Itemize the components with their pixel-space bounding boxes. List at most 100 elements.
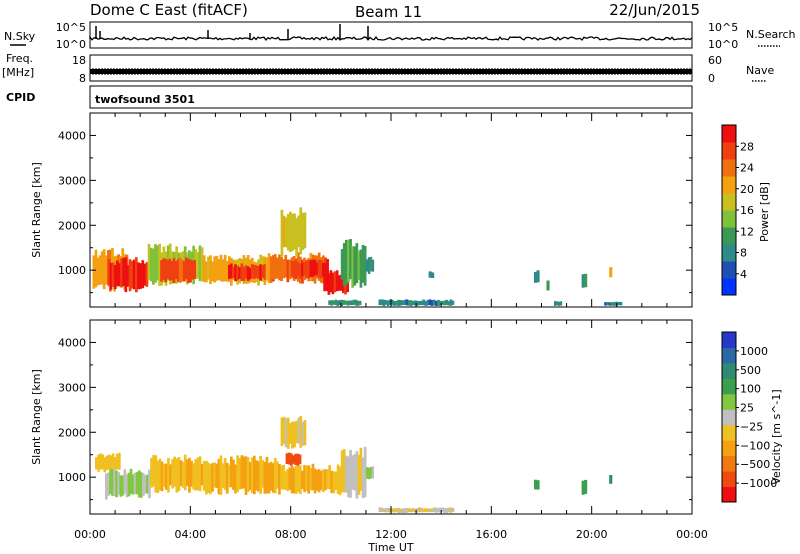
velocity-cell	[121, 475, 125, 496]
power-cell	[221, 259, 225, 282]
power-cell	[397, 299, 400, 306]
power-cell	[228, 264, 231, 280]
velocity-cell	[303, 465, 306, 493]
velocity-cell	[181, 461, 185, 488]
power-cell	[113, 265, 117, 290]
velocity-cell	[424, 508, 428, 513]
velocity-cell	[432, 507, 436, 513]
velocity-cell	[369, 467, 373, 479]
power-cell	[617, 301, 621, 306]
power-cell	[94, 249, 98, 288]
power-cell	[353, 246, 357, 286]
power-cell	[172, 258, 176, 283]
power-cell	[215, 255, 219, 281]
power-cell	[334, 299, 337, 305]
velocity-cell	[236, 455, 239, 492]
velocity-cell	[192, 463, 195, 490]
velocity-cell	[305, 465, 308, 491]
power-cell	[420, 300, 423, 306]
velocity-cell	[118, 452, 121, 470]
power-cell	[294, 259, 298, 280]
velocity-y-axis-label: Slant Range [km]	[30, 369, 43, 465]
velocity-cell	[259, 455, 262, 494]
power-cell	[430, 300, 434, 306]
power-cell	[120, 258, 123, 288]
power-cell	[265, 257, 269, 281]
velocity-cell	[232, 459, 235, 490]
power-colorbar-tick-label: 4	[740, 268, 747, 281]
power-cell	[251, 264, 254, 279]
power-cell	[269, 256, 273, 283]
velocity-cell	[289, 423, 292, 444]
power-cell	[337, 275, 341, 291]
velocity-cell	[190, 460, 193, 487]
power-colorbar-tick-label: 28	[740, 140, 754, 153]
velocity-cell	[361, 457, 365, 499]
frequency-band	[90, 69, 692, 74]
power-cell	[280, 209, 284, 257]
velocity-cell	[291, 421, 294, 449]
date-title: 22/Jun/2015	[609, 1, 700, 19]
nave-tick-bottom: 0	[708, 72, 715, 85]
velocity-cell	[534, 479, 538, 490]
velocity-cell	[142, 473, 145, 496]
velocity-cell	[301, 421, 305, 446]
velocity-cell	[154, 455, 158, 493]
velocity-cell	[200, 463, 204, 486]
power-cell	[143, 263, 147, 286]
power-cell	[193, 260, 196, 279]
power-cell	[329, 270, 333, 293]
velocity-cell	[430, 508, 434, 513]
time-tick-label: 20:00	[576, 528, 608, 541]
velocity-cell	[367, 467, 371, 480]
power-cell	[365, 259, 369, 272]
velocity-cell	[167, 458, 170, 493]
power-cell	[323, 274, 326, 292]
power-cell	[282, 259, 285, 279]
power-cell	[441, 301, 444, 305]
velocity-cell	[276, 461, 279, 489]
velocity-cell	[347, 456, 350, 498]
noise-panel-frame	[89, 21, 693, 49]
power-cell	[348, 300, 352, 306]
power-cell	[154, 244, 157, 283]
velocity-colorbar-swatch	[722, 393, 736, 410]
velocity-cell	[183, 454, 187, 491]
velocity-cell	[202, 461, 206, 491]
velocity-cell	[244, 456, 248, 495]
velocity-cell	[414, 508, 417, 513]
time-tick-label: 16:00	[475, 528, 507, 541]
power-cell	[327, 273, 331, 295]
power-cell	[196, 252, 200, 279]
power-cell	[315, 262, 319, 276]
power-cell	[354, 299, 358, 306]
velocity-cell	[581, 480, 585, 495]
power-cell	[185, 257, 188, 280]
power-cell	[411, 300, 415, 306]
nave-tick-top: 60	[708, 54, 722, 67]
power-cell	[259, 264, 262, 281]
power-cell	[276, 257, 279, 279]
velocity-cell	[238, 457, 242, 490]
velocity-cell	[280, 417, 284, 446]
velocity-cell	[299, 465, 302, 494]
velocity-cell	[292, 455, 295, 464]
velocity-colorbar-swatch	[722, 409, 736, 426]
velocity-cell	[269, 461, 273, 491]
velocity-cell	[443, 508, 446, 513]
power-cell	[240, 263, 244, 281]
power-colorbar-swatch	[722, 210, 736, 228]
power-cell	[317, 259, 321, 278]
velocity-cell	[228, 464, 231, 488]
power-cell	[293, 213, 296, 250]
velocity-cell	[342, 449, 346, 493]
velocity-cell	[334, 471, 338, 490]
power-cell	[330, 300, 333, 306]
power-cell	[344, 300, 348, 305]
power-cell	[303, 212, 307, 249]
power-cell	[162, 258, 165, 280]
power-cell	[393, 301, 396, 306]
velocity-cell	[284, 471, 288, 490]
velocity-cell	[357, 454, 361, 495]
power-cell	[166, 260, 170, 279]
